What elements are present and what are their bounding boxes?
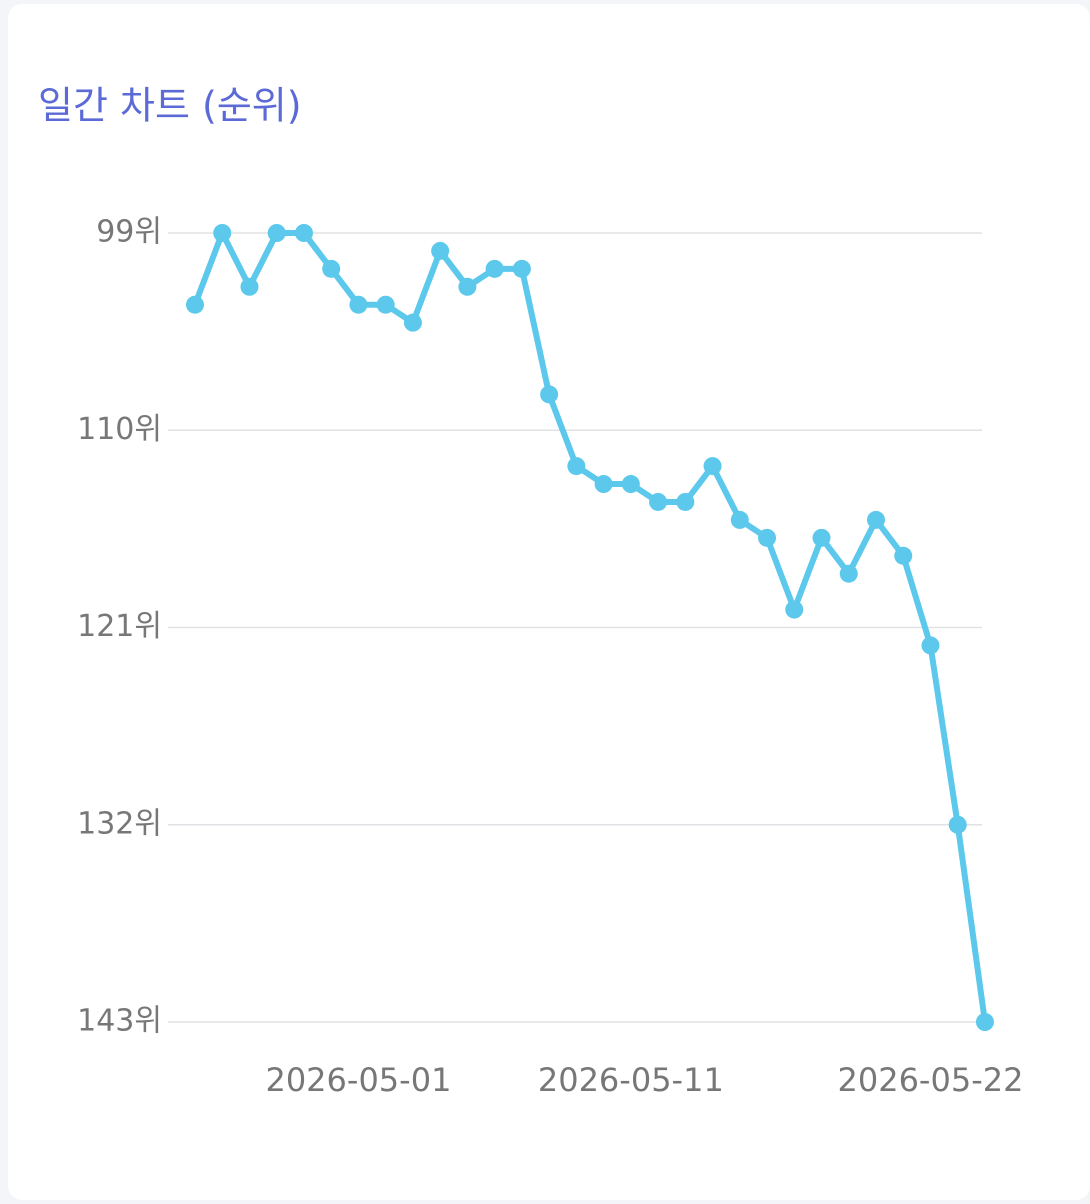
point [867,510,885,529]
point [240,277,259,296]
point [512,259,531,278]
point [730,510,749,529]
point [894,546,913,565]
chart-title: 일간 차트 (순위) [38,84,302,128]
point [267,224,286,242]
chart: 일간 차트 (순위) 99위 110위 121위 132위 143위 2026-05-01… [38,84,1023,1100]
point [921,636,940,655]
chart-card: 일간 차트 (순위) 99위 110위 121위 132위 143위 2026-05-01… [8,4,1090,1200]
point [676,492,695,511]
point [567,457,586,476]
point [812,528,831,547]
point [594,475,613,494]
point [322,259,341,278]
point [349,295,368,314]
x-tick-label: 2026-05-22 [837,1061,1023,1099]
point [186,295,204,314]
y-tick-label: 121위 [77,609,162,644]
y-tick-label: 99위 [96,215,162,250]
point [839,564,858,583]
point [403,313,422,332]
point [540,385,559,404]
point [649,492,668,511]
point [758,528,777,547]
point [213,224,232,242]
point [294,224,313,242]
point [376,295,395,314]
x-tick-label: 2026-05-11 [538,1061,724,1099]
y-tick-label: 110위 [77,412,162,447]
point [785,600,804,619]
y-tick-label: 143위 [77,1004,162,1039]
point [975,1013,994,1031]
point [485,259,504,278]
point [948,815,967,834]
point [458,277,477,296]
point [621,475,640,494]
point [703,457,722,476]
point [431,241,450,260]
x-tick-label: 2026-05-01 [265,1061,451,1099]
y-tick-label: 132위 [77,806,162,841]
